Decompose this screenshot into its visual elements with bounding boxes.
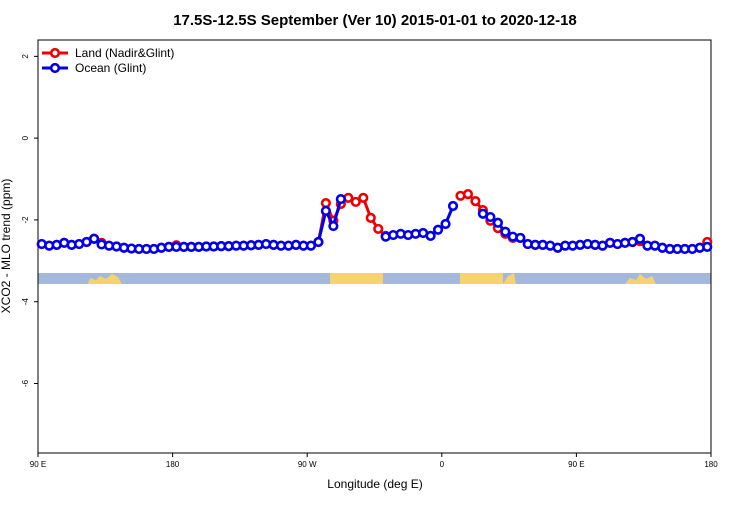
point bbox=[702, 241, 713, 253]
point bbox=[313, 236, 324, 248]
y-tick-label: 0 bbox=[21, 135, 30, 140]
y-tick-label: -4 bbox=[21, 298, 30, 306]
point bbox=[425, 230, 436, 241]
x-tick-label: 180 bbox=[166, 460, 180, 469]
x-tick-label: 180 bbox=[704, 460, 718, 469]
y-tick-label: 2 bbox=[21, 54, 30, 59]
legend-marker bbox=[49, 62, 61, 74]
surface-strip bbox=[38, 273, 711, 284]
x-tick-label: 90 E bbox=[30, 460, 46, 469]
point bbox=[515, 232, 526, 244]
legend-label: Land (Nadir&Glint) bbox=[75, 46, 174, 60]
point bbox=[447, 200, 459, 212]
point bbox=[373, 223, 384, 235]
point bbox=[365, 212, 376, 223]
point bbox=[358, 192, 369, 203]
point bbox=[440, 218, 451, 230]
point bbox=[335, 193, 346, 205]
point bbox=[320, 198, 331, 209]
x-tick-label: 90 E bbox=[568, 460, 584, 469]
point bbox=[485, 211, 496, 223]
point bbox=[350, 196, 361, 208]
point bbox=[320, 205, 331, 217]
point bbox=[432, 224, 444, 235]
point bbox=[462, 189, 474, 200]
point bbox=[500, 226, 511, 237]
point bbox=[88, 233, 100, 244]
point bbox=[305, 240, 317, 251]
y-axis-label: XCO2 - MLO trend (ppm) bbox=[0, 179, 13, 314]
point bbox=[492, 217, 503, 228]
y-tick-label: -6 bbox=[21, 379, 30, 387]
point bbox=[328, 220, 339, 232]
point bbox=[634, 233, 646, 244]
y-tick-label: -2 bbox=[21, 216, 30, 224]
legend-label: Ocean (Glint) bbox=[75, 61, 146, 75]
x-tick-label: 90 W bbox=[298, 460, 317, 469]
x-axis-label: Longitude (deg E) bbox=[327, 477, 422, 491]
point bbox=[470, 196, 481, 207]
x-tick-label: 0 bbox=[440, 460, 445, 469]
legend-marker bbox=[49, 47, 61, 59]
chart-title: 17.5S-12.5S September (Ver 10) 2015-01-0… bbox=[173, 12, 577, 29]
